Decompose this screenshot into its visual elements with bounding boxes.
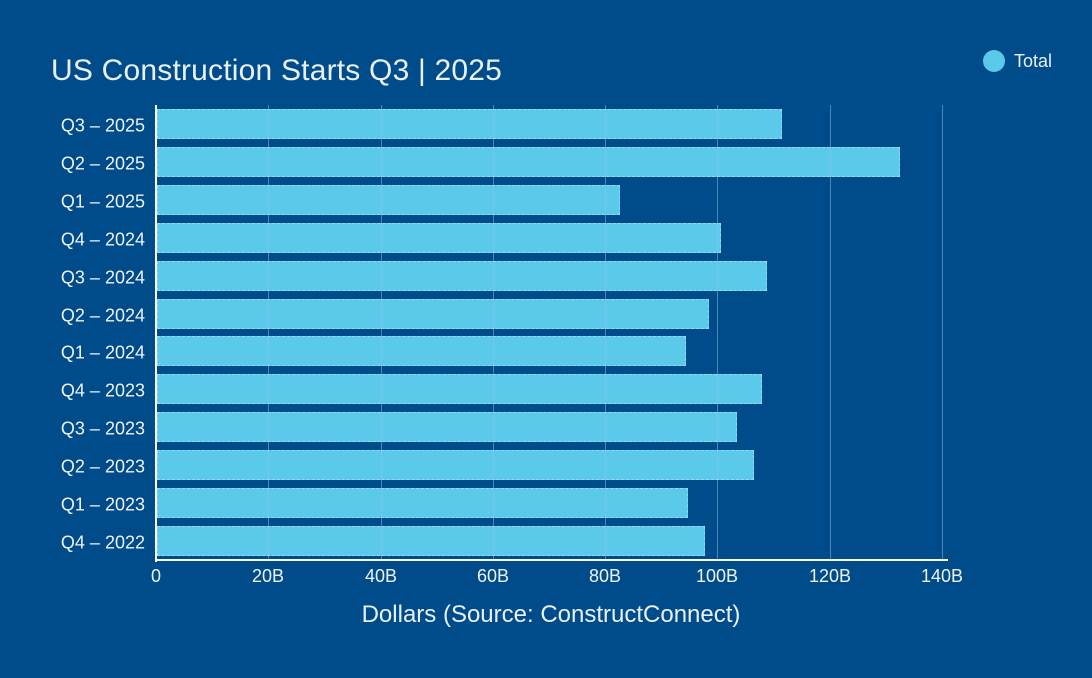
- x-tick-label-40B: 40B: [364, 566, 398, 586]
- y-tick-label: Q3 – 2025: [60, 115, 145, 136]
- gridline-140B: [942, 105, 943, 560]
- bar-Q3–2023[interactable]: [157, 412, 737, 443]
- x-tick-label-120B: 120B: [808, 566, 852, 586]
- y-tick-label: Q3 – 2024: [60, 267, 145, 288]
- chart-title: US Construction Starts Q3 | 2025: [51, 54, 503, 87]
- y-tick-label: Q2 – 2023: [60, 456, 145, 477]
- circle-icon: [982, 50, 1005, 72]
- y-tick-label: Q4 – 2022: [60, 532, 145, 553]
- bar-Q1–2023[interactable]: [157, 488, 688, 519]
- bar-Q3–2024[interactable]: [157, 260, 767, 291]
- legend-item-total[interactable]: Total: [982, 50, 1052, 72]
- bar-Q1–2024[interactable]: [157, 336, 686, 367]
- y-tick-label: Q1 – 2025: [60, 191, 145, 212]
- legend-label: Total: [1013, 50, 1052, 71]
- bar-Q4–2024[interactable]: [157, 222, 721, 253]
- x-tick-label-60B: 60B: [476, 566, 510, 586]
- y-tick-label: Q4 – 2023: [60, 380, 145, 401]
- bar-Q4–2022[interactable]: [157, 526, 705, 557]
- y-tick-label: Q2 – 2024: [60, 305, 145, 326]
- x-axis-title: Dollars (Source: ConstructConnect): [361, 601, 741, 628]
- bar-Q2–2025[interactable]: [157, 146, 900, 177]
- bar-Q2–2024[interactable]: [157, 298, 709, 329]
- bar-Q3–2025[interactable]: [157, 108, 782, 139]
- x-tick-label-140B: 140B: [920, 566, 964, 586]
- y-tick-label: Q3 – 2023: [60, 418, 145, 439]
- y-tick-label: Q1 – 2023: [60, 494, 145, 515]
- x-tick-label-100B: 100B: [695, 566, 739, 586]
- bar-Q4–2023[interactable]: [157, 374, 762, 405]
- bar-Q1–2025[interactable]: [157, 184, 620, 215]
- x-axis-line: [155, 559, 948, 561]
- x-tick-label-0: 0: [150, 566, 162, 586]
- x-tick-label-80B: 80B: [588, 566, 622, 586]
- y-tick-label: Q2 – 2025: [60, 153, 145, 174]
- y-tick-label: Q1 – 2024: [60, 342, 145, 363]
- x-tick-label-20B: 20B: [251, 566, 285, 586]
- bar-Q2–2023[interactable]: [157, 450, 754, 481]
- y-tick-label: Q4 – 2024: [60, 229, 145, 250]
